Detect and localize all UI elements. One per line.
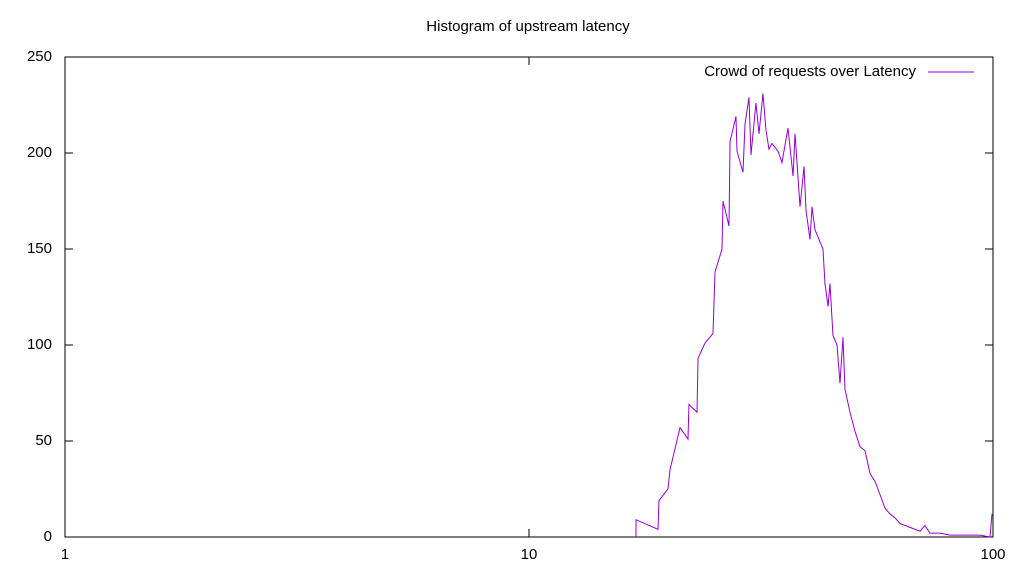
x-tick-label: 100	[980, 546, 1005, 563]
y-tick-label: 50	[35, 432, 52, 449]
y-tick-label: 200	[27, 144, 52, 161]
plot-border	[64, 56, 994, 538]
y-tick-label: 250	[27, 48, 52, 65]
y-tick-label: 0	[44, 528, 52, 545]
chart-title: Histogram of upstream latency	[426, 18, 630, 35]
y-tick-label: 100	[27, 336, 52, 353]
legend-label: Crowd of requests over Latency	[704, 63, 916, 80]
y-tick-label: 150	[27, 240, 52, 257]
x-tick-label: 10	[521, 546, 538, 563]
data-line	[635, 93, 993, 538]
x-tick-label: 1	[61, 546, 69, 563]
